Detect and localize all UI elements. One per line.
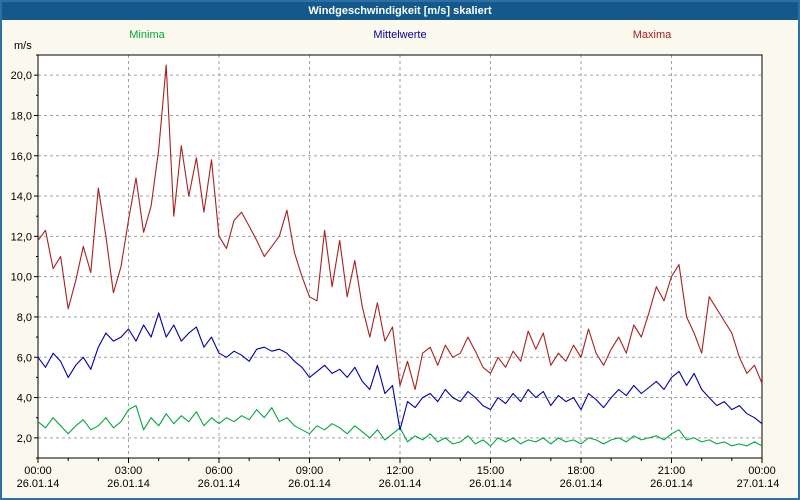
svg-text:26.01.14: 26.01.14 [650, 478, 693, 490]
svg-text:14,0: 14,0 [11, 191, 32, 203]
svg-text:00:00: 00:00 [748, 465, 776, 477]
svg-text:03:00: 03:00 [115, 465, 143, 477]
svg-text:06:00: 06:00 [205, 465, 233, 477]
legend-item-mittelwerte: Mittelwerte [373, 29, 427, 41]
legend-item-maxima: Maxima [632, 29, 672, 41]
svg-text:26.01.14: 26.01.14 [560, 478, 603, 490]
svg-text:6,0: 6,0 [17, 352, 32, 364]
svg-text:20,0: 20,0 [11, 70, 32, 82]
svg-text:21:00: 21:00 [658, 465, 686, 477]
svg-text:8,0: 8,0 [17, 312, 32, 324]
svg-text:15:00: 15:00 [477, 465, 505, 477]
legend-item-minima: Minima [129, 29, 165, 41]
svg-text:26.01.14: 26.01.14 [107, 478, 150, 490]
svg-text:26.01.14: 26.01.14 [17, 478, 60, 490]
svg-text:00:00: 00:00 [24, 465, 52, 477]
svg-text:26.01.14: 26.01.14 [198, 478, 241, 490]
svg-text:12,0: 12,0 [11, 231, 32, 243]
svg-text:4,0: 4,0 [17, 393, 32, 405]
svg-text:10,0: 10,0 [11, 272, 32, 284]
svg-text:18:00: 18:00 [567, 465, 595, 477]
svg-text:2,0: 2,0 [17, 433, 32, 445]
svg-text:26.01.14: 26.01.14 [469, 478, 512, 490]
svg-text:18,0: 18,0 [11, 110, 32, 122]
y-axis-unit-label: m/s [14, 40, 32, 52]
chart-legend: Minima Mittelwerte Maxima [2, 29, 798, 43]
svg-text:12:00: 12:00 [386, 465, 414, 477]
svg-text:27.01.14: 27.01.14 [737, 478, 780, 490]
page-title: Windgeschwindigkeit [m/s] skaliert [308, 5, 492, 17]
title-bar: Windgeschwindigkeit [m/s] skaliert [2, 2, 798, 20]
svg-text:26.01.14: 26.01.14 [288, 478, 331, 490]
svg-text:09:00: 09:00 [296, 465, 324, 477]
svg-text:26.01.14: 26.01.14 [379, 478, 422, 490]
svg-text:16,0: 16,0 [11, 151, 32, 163]
